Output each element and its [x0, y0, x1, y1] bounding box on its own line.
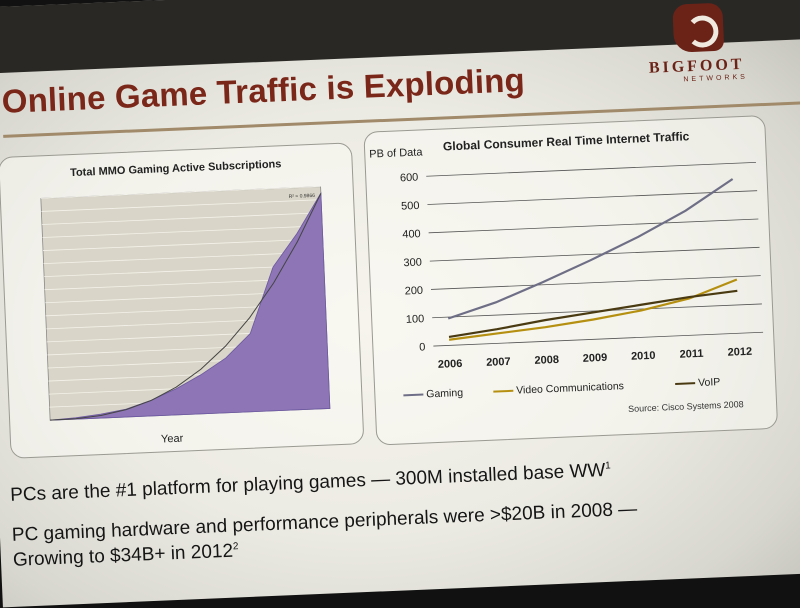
bullet-pc-platform-text: PCs are the #1 platform for playing game…	[9, 459, 606, 506]
footnote-1: 1	[604, 460, 611, 472]
traffic-gridline	[426, 162, 756, 177]
traffic-y-tick: 100	[406, 313, 425, 326]
logo-subtitle: NETWORKS	[683, 73, 748, 84]
mmo-gridline	[41, 199, 322, 212]
bigfoot-logo: BIGFOOT NETWORKS	[646, 1, 770, 96]
legend-voip-label: VoIP	[697, 376, 721, 390]
bullet-hardware-line1: PC gaming hardware and performance perip…	[11, 498, 638, 546]
traffic-gridline	[429, 246, 760, 262]
legend-gaming-swatch	[403, 393, 424, 397]
mmo-x-axis-label: Year	[160, 432, 184, 446]
traffic-y-tick: 400	[402, 228, 421, 241]
mmo-gridline	[41, 212, 322, 225]
legend-voip-swatch	[675, 382, 696, 386]
traffic-gridline	[428, 218, 759, 234]
footnote-2: 2	[232, 541, 239, 553]
slide-title: Online Game Traffic is Exploding	[0, 61, 526, 120]
traffic-x-tick: 2006	[438, 358, 463, 371]
traffic-chart-panel: PB of Data Global Consumer Real Time Int…	[363, 114, 779, 446]
bullet-pc-platform: PCs are the #1 platform for playing game…	[10, 460, 612, 507]
traffic-chart: 0 100 200 300 400 500 600 2006 2007 2008 2009 2010 2…	[400, 162, 764, 371]
mmo-chart-panel: Total MMO Gaming Active Subscriptions R²…	[0, 142, 365, 459]
legend-voip: VoIP	[675, 376, 721, 390]
legend-gaming: Gaming	[403, 387, 463, 401]
traffic-y-tick: 600	[400, 172, 419, 185]
traffic-x-tick: 2011	[679, 348, 703, 361]
traffic-series-gaming	[447, 178, 734, 320]
mmo-subscriptions-area	[50, 191, 331, 421]
traffic-gridline	[430, 275, 761, 290]
mmo-gridline	[42, 225, 323, 238]
traffic-series-video-communications	[448, 278, 738, 341]
mmo-trendline	[50, 193, 322, 421]
traffic-series-voip	[448, 289, 738, 338]
traffic-gridline	[433, 331, 764, 347]
traffic-y-tick: 0	[419, 341, 426, 353]
traffic-y-tick: 200	[404, 285, 423, 298]
mmo-gridline	[40, 186, 321, 199]
mmo-chart: R² = 0.9866	[40, 186, 331, 421]
traffic-gridline	[427, 190, 758, 205]
traffic-y-tick: 300	[403, 256, 422, 269]
traffic-y-tick: 500	[401, 200, 420, 213]
legend-gaming-label: Gaming	[426, 386, 464, 401]
traffic-x-tick: 2010	[631, 350, 656, 363]
traffic-x-tick: 2009	[583, 352, 608, 365]
mmo-gridline	[43, 251, 324, 265]
mmo-gridline	[43, 238, 323, 251]
traffic-x-tick: 2008	[534, 354, 559, 367]
legend-video-swatch	[493, 389, 514, 393]
traffic-x-tick: 2012	[727, 346, 752, 359]
mmo-trend-annotation: R² = 0.9866	[289, 193, 316, 200]
footprint-icon	[672, 2, 725, 53]
traffic-x-tick: 2007	[486, 356, 511, 369]
